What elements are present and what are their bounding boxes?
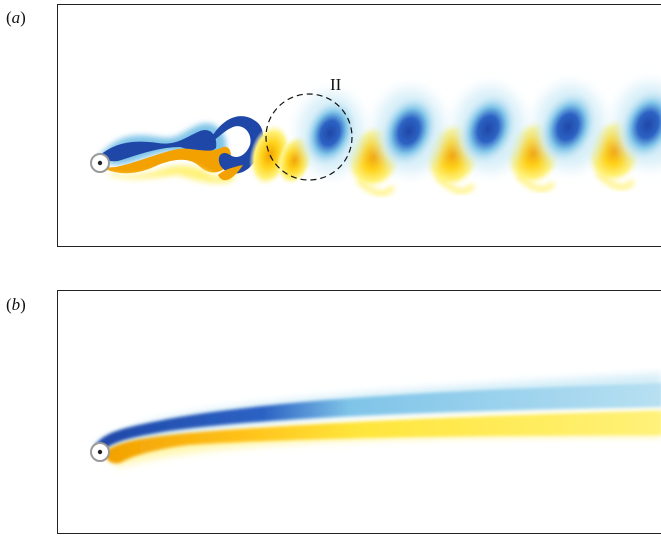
panel-a-label: (a): [6, 8, 26, 27]
near-wake: [98, 116, 264, 184]
panel-a-vortex-street: II: [57, 4, 661, 247]
vortex-street-field: [90, 83, 661, 196]
lower-shear-layer: [105, 411, 661, 464]
upper-shear-layer: [94, 383, 661, 449]
cylinder: [90, 442, 110, 462]
annotation-ii: II: [330, 75, 342, 94]
vortex-row: [248, 83, 661, 196]
steady-wake-field: [90, 373, 661, 467]
highlight-circle: [265, 93, 353, 181]
panel-b-steady-wake: [57, 290, 661, 534]
cylinder: [90, 153, 110, 173]
panel-b-label: (b): [6, 295, 26, 314]
